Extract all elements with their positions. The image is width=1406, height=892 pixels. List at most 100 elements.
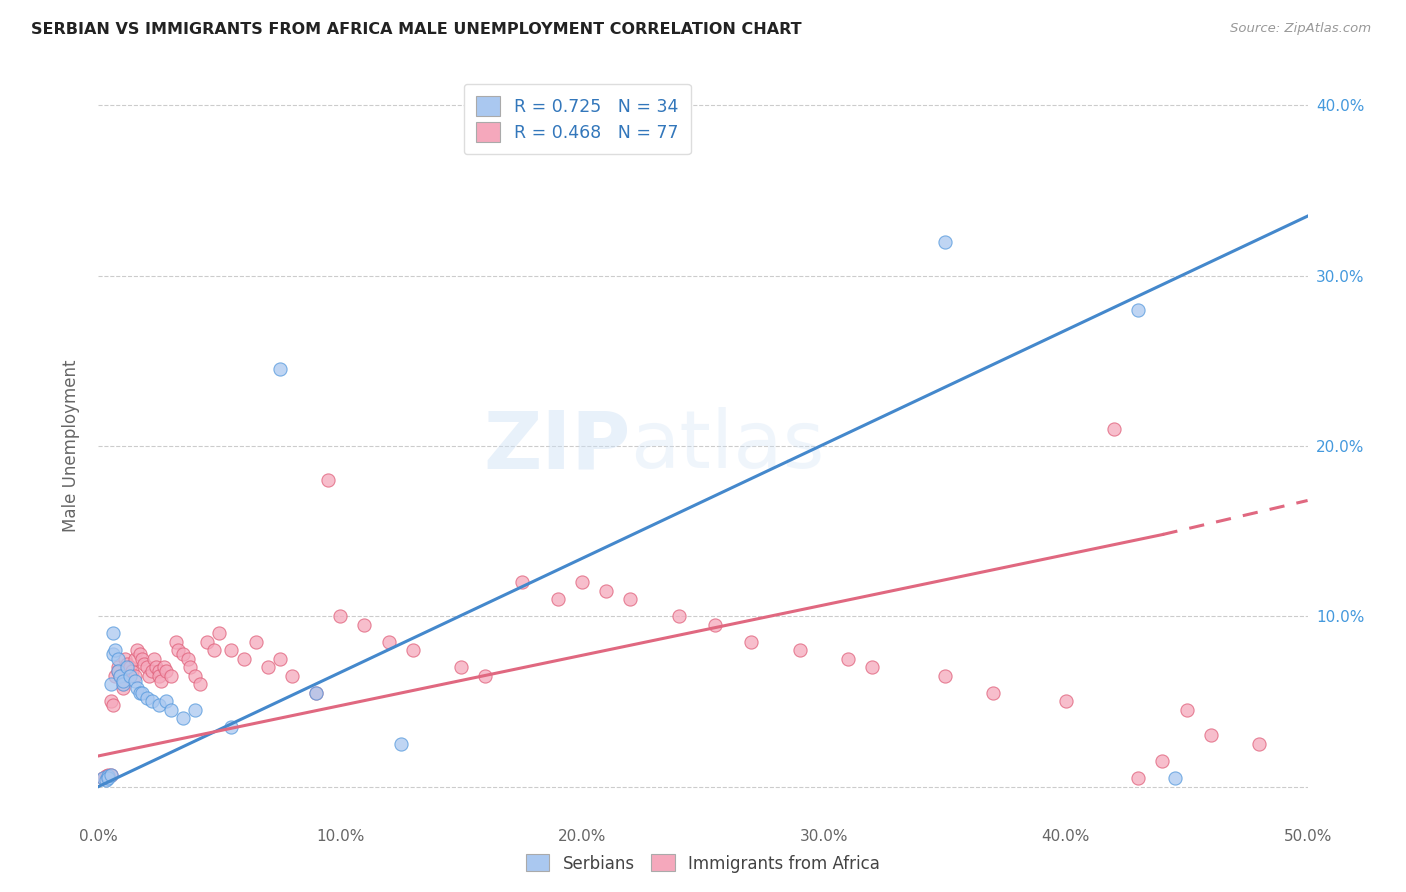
Point <box>107 652 129 666</box>
Point <box>104 669 127 683</box>
Point <box>114 652 136 666</box>
Point <box>547 592 569 607</box>
Point <box>150 673 173 688</box>
Point <box>474 669 496 683</box>
Point <box>167 643 190 657</box>
Point <box>595 583 617 598</box>
Point <box>1128 302 1150 317</box>
Point <box>1163 771 1185 785</box>
Point <box>172 647 194 661</box>
Point <box>107 664 129 678</box>
Point <box>172 711 194 725</box>
Point <box>208 626 231 640</box>
Point <box>111 677 134 691</box>
Point <box>145 660 167 674</box>
Point <box>704 617 727 632</box>
Point <box>148 698 170 712</box>
Point <box>860 660 883 674</box>
Point <box>124 673 146 688</box>
Point <box>91 771 114 785</box>
Point <box>1175 703 1198 717</box>
Point <box>1152 754 1174 768</box>
Point <box>510 575 533 590</box>
Point <box>141 694 163 708</box>
Point <box>184 669 207 683</box>
Point <box>221 720 243 734</box>
Point <box>107 660 129 674</box>
Point <box>305 686 328 700</box>
Point <box>316 473 339 487</box>
Point <box>571 575 593 590</box>
Point <box>188 677 211 691</box>
Point <box>117 660 139 674</box>
Point <box>131 686 153 700</box>
Point <box>118 669 141 683</box>
Text: ZIP: ZIP <box>484 407 630 485</box>
Point <box>97 769 120 783</box>
Point <box>135 691 157 706</box>
Point <box>111 681 134 695</box>
Point <box>101 698 124 712</box>
Point <box>1249 737 1271 751</box>
Point <box>107 664 129 678</box>
Point <box>668 609 690 624</box>
Point <box>100 767 122 781</box>
Point <box>111 677 134 691</box>
Point <box>100 767 122 781</box>
Point <box>1128 771 1150 785</box>
Point <box>127 681 149 695</box>
Point <box>94 772 117 787</box>
Point <box>1054 694 1077 708</box>
Point <box>269 362 291 376</box>
Point <box>740 635 762 649</box>
Point <box>148 664 170 678</box>
Point <box>353 617 375 632</box>
Point <box>155 694 177 708</box>
Point <box>97 767 120 781</box>
Point <box>134 657 156 671</box>
Point <box>128 686 150 700</box>
Point <box>269 652 291 666</box>
Point <box>118 660 141 674</box>
Point <box>177 652 200 666</box>
Point <box>101 647 124 661</box>
Point <box>232 652 254 666</box>
Point <box>450 660 472 674</box>
Point <box>389 737 412 751</box>
Point <box>160 703 183 717</box>
Point <box>108 669 131 683</box>
Point <box>619 592 641 607</box>
Point <box>402 643 425 657</box>
Point <box>148 669 170 683</box>
Point <box>179 660 201 674</box>
Text: SERBIAN VS IMMIGRANTS FROM AFRICA MALE UNEMPLOYMENT CORRELATION CHART: SERBIAN VS IMMIGRANTS FROM AFRICA MALE U… <box>31 22 801 37</box>
Point <box>91 771 114 785</box>
Point <box>160 669 183 683</box>
Point <box>143 652 166 666</box>
Point <box>111 673 134 688</box>
Point <box>789 643 811 657</box>
Point <box>245 635 267 649</box>
Point <box>256 660 278 674</box>
Point <box>141 664 163 678</box>
Point <box>131 652 153 666</box>
Point <box>195 635 218 649</box>
Point <box>165 635 187 649</box>
Point <box>329 609 352 624</box>
Point <box>135 660 157 674</box>
Legend: R = 0.725   N = 34, R = 0.468   N = 77: R = 0.725 N = 34, R = 0.468 N = 77 <box>464 84 690 154</box>
Point <box>124 669 146 683</box>
Point <box>1199 729 1222 743</box>
Point <box>138 669 160 683</box>
Point <box>221 643 243 657</box>
Point <box>104 643 127 657</box>
Point <box>377 635 399 649</box>
Text: Source: ZipAtlas.com: Source: ZipAtlas.com <box>1230 22 1371 36</box>
Point <box>101 626 124 640</box>
Point <box>934 669 956 683</box>
Point <box>100 694 122 708</box>
Point <box>934 235 956 249</box>
Point <box>124 652 146 666</box>
Point <box>152 660 174 674</box>
Point <box>184 703 207 717</box>
